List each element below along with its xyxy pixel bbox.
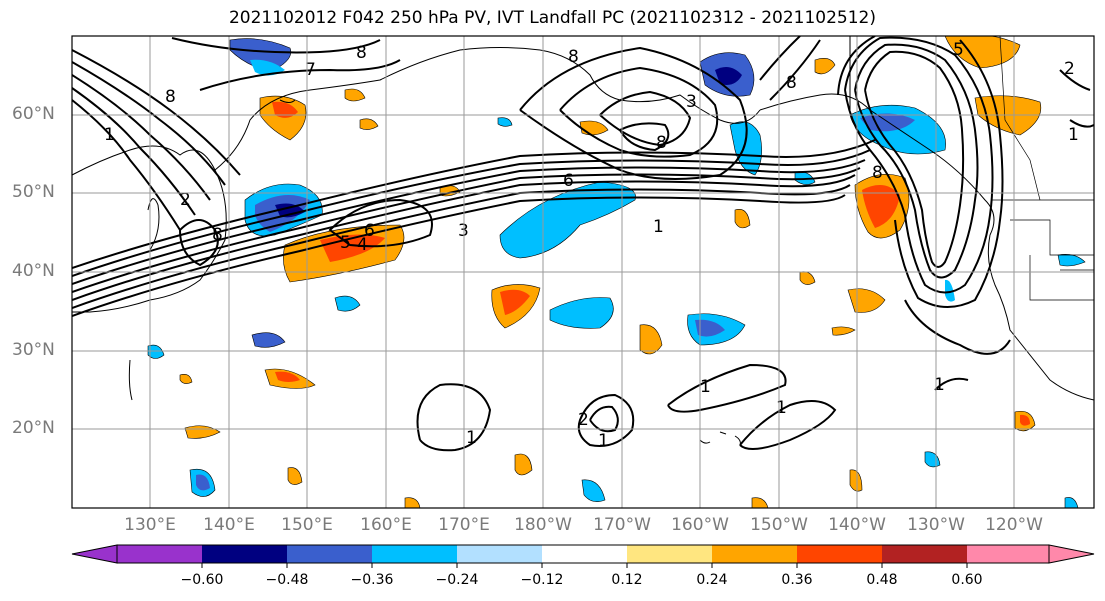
lat-label: 40°N (12, 261, 55, 281)
map-content: 8 7 8 1 2 8 5 4 6 3 1 6 8 3 8 8 5 8 2 1 … (72, 36, 1094, 508)
colorbar-tick-label: −0.36 (350, 572, 394, 588)
colorbar-tick-label: −0.48 (265, 572, 309, 588)
contour-label: 1 (1068, 125, 1079, 145)
contour-label: 1 (700, 377, 711, 397)
contour-label: 5 (953, 40, 964, 60)
colorbar-tick-label: 0.36 (781, 572, 813, 588)
colorbar (71, 544, 1095, 568)
map-title: 2021102012 F042 250 hPa PV, IVT Landfall… (228, 8, 876, 28)
contour-label: 1 (653, 217, 664, 237)
contour-label: 8 (656, 133, 667, 153)
lon-label: 160°E (360, 515, 412, 535)
lat-label: 60°N (12, 104, 55, 124)
contour-label: 8 (165, 87, 176, 107)
colorbar-tick-label: 0.24 (696, 572, 728, 588)
colorbar-tick-label: −0.12 (520, 572, 564, 588)
borders (992, 36, 1094, 301)
lon-label: 130°W (907, 515, 965, 535)
lon-label: 140°E (203, 515, 255, 535)
gridlines (72, 36, 1094, 508)
contour-label: 8 (872, 163, 883, 183)
colorbar-tick-label: 0.48 (866, 572, 898, 588)
lat-label: 50°N (12, 182, 55, 202)
contour-labels: 8 7 8 1 2 8 5 4 6 3 1 6 8 3 8 8 5 8 2 1 … (104, 40, 1079, 451)
lat-label: 20°N (12, 418, 55, 438)
contour-label: 3 (686, 92, 697, 112)
contour-label: 8 (786, 73, 797, 93)
map-frame (71, 35, 1095, 509)
contour-label: 1 (466, 428, 477, 448)
colorbar-extend-high (1048, 544, 1095, 564)
contour-label: 4 (357, 235, 368, 255)
contour-label: 1 (598, 431, 609, 451)
lon-label: 160°W (671, 515, 729, 535)
coastlines (72, 36, 1094, 447)
contour-label: 2 (180, 190, 191, 210)
contour-label: 1 (776, 398, 787, 418)
lon-label: 150°W (750, 515, 808, 535)
contour-label: 8 (212, 225, 223, 245)
colorbar-tick-label: 0.60 (951, 572, 983, 588)
contour-label: 3 (458, 221, 469, 241)
colorbar-tick-label: −0.60 (180, 572, 224, 588)
lon-label: 140°W (828, 515, 886, 535)
colorbar-tick-label: −0.24 (435, 572, 479, 588)
contour-label: 6 (364, 221, 375, 241)
contour-label: 2 (578, 410, 589, 430)
contour-label: 1 (104, 125, 115, 145)
contour-label: 5 (340, 233, 351, 253)
contour-label: 6 (563, 171, 574, 191)
lon-label: 170°E (438, 515, 490, 535)
lon-label: 150°E (281, 515, 333, 535)
lon-label: 180°W (514, 515, 572, 535)
lon-label: 120°W (985, 515, 1043, 535)
lon-label: 130°E (124, 515, 176, 535)
contour-label: 7 (305, 60, 316, 80)
contour-label: 2 (1064, 59, 1075, 79)
colorbar-tick-label: 0.12 (611, 572, 643, 588)
lon-label: 170°W (593, 515, 651, 535)
contour-label: 8 (356, 43, 367, 63)
lat-label: 30°N (12, 340, 55, 360)
contour-label: 8 (568, 47, 579, 67)
contour-label: 1 (934, 375, 945, 395)
colorbar-extend-low (71, 544, 118, 564)
